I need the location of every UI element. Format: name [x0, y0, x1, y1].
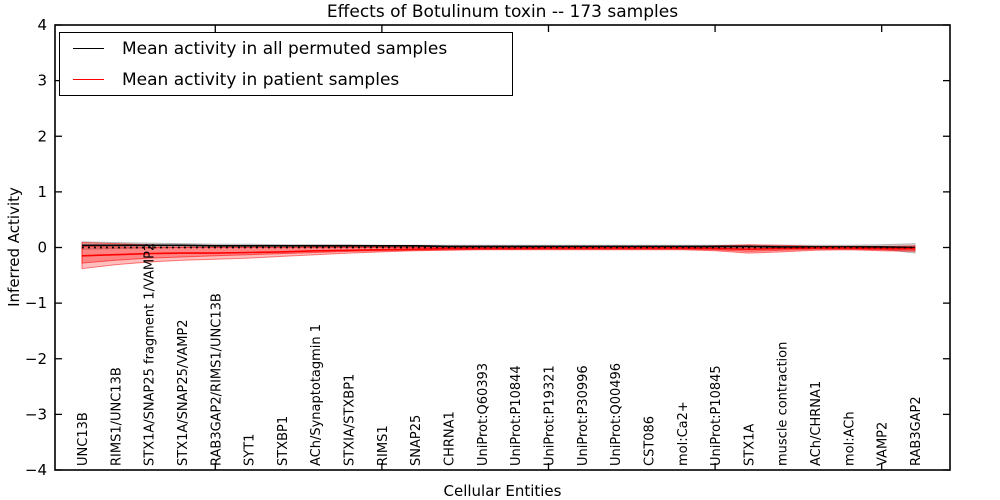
x-category-label: STXBP1: [276, 416, 291, 466]
x-category-label: RIMS1: [376, 425, 391, 466]
x-category-label: ACh/CHRNA1: [809, 381, 824, 466]
y-tick-label: −1: [25, 294, 47, 312]
legend-item-permuted: Mean activity in all permuted samples: [60, 33, 512, 64]
x-category-label: UniProt:P19321: [542, 365, 557, 466]
x-category-label: STXIA/STXBP1: [343, 374, 358, 466]
x-category-label: VAMP2: [876, 422, 891, 466]
x-category-label: UniProt:P10845: [709, 365, 724, 466]
legend-item-patient: Mean activity in patient samples: [60, 64, 512, 95]
y-tick-label: −3: [25, 405, 47, 423]
x-category-label: UniProt:Q00496: [609, 363, 624, 466]
chart-title: Effects of Botulinum toxin -- 173 sample…: [326, 2, 679, 22]
x-category-label: muscle contraction: [776, 342, 791, 466]
x-axis-label: Cellular Entities: [443, 482, 562, 500]
y-tick-label: −4: [25, 461, 47, 479]
mean-line-permuted: [82, 244, 916, 249]
x-category-label: mol:ACh: [842, 411, 857, 466]
x-category-label: RAB3GAP2: [909, 396, 924, 466]
x-category-label: STX1A: [742, 424, 757, 466]
x-category-label: CST086: [642, 416, 657, 466]
y-tick-label: −2: [25, 350, 47, 368]
x-category-label: mol:Ca2+: [676, 401, 691, 466]
legend-label: Mean activity in all permuted samples: [122, 38, 448, 59]
x-category-label: STX1A/SNAP25 fragment 1/VAMP2: [143, 243, 158, 466]
mean-line-patient: [81, 247, 915, 257]
legend: Mean activity in all permuted samples Me…: [59, 32, 513, 96]
x-category-label: SYT1: [243, 434, 258, 466]
y-axis-label: Inferred Activity: [5, 187, 23, 307]
y-tick-label: 1: [37, 183, 47, 201]
legend-label: Mean activity in patient samples: [122, 69, 400, 90]
y-tick-label: 4: [37, 16, 47, 34]
x-category-label: UNC13B: [76, 412, 91, 466]
y-tick-label: 3: [37, 72, 47, 90]
x-category-label: ACh/Synaptotagmin 1: [309, 324, 324, 466]
x-category-label: CHRNA1: [443, 411, 458, 466]
black-line-swatch-icon: [73, 48, 104, 49]
y-tick-label: 2: [37, 127, 47, 145]
x-category-label: UniProt:P30996: [576, 365, 591, 466]
red-line-swatch-icon: [73, 79, 104, 80]
x-category-label: UniProt:Q60393: [476, 363, 491, 466]
y-tick-label: 0: [37, 239, 47, 257]
x-category-label: RAB3GAP2/RIMS1/UNC13B: [209, 293, 224, 466]
x-category-label: STX1A/SNAP25/VAMP2: [176, 319, 191, 466]
x-category-label: SNAP25: [409, 415, 424, 466]
x-category-label: RIMS1/UNC13B: [109, 367, 124, 466]
x-category-label: UniProt:P10844: [509, 365, 524, 466]
